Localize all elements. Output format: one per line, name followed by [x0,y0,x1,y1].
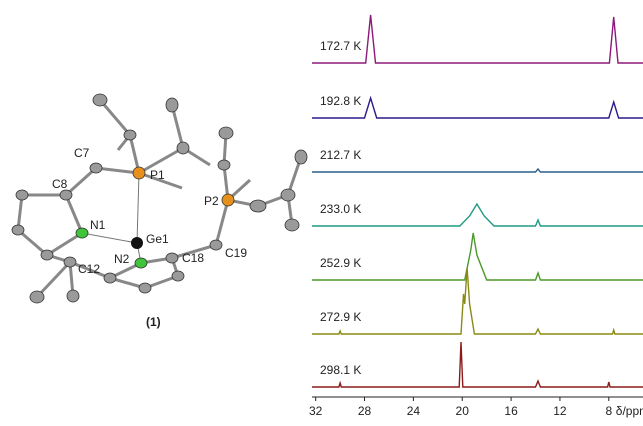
atom-label: C8 [52,177,68,191]
atom-label: P1 [150,168,165,182]
temperature-label: 172.7 K [320,39,361,53]
spectrum [312,98,643,118]
atom-label: Ge1 [146,232,169,246]
spectrum [312,233,643,280]
x-tick-label: 28 [358,404,372,418]
spectrum [312,342,643,387]
x-tick-label: 24 [407,404,421,418]
atom-label: P2 [204,194,219,208]
x-tick-label: 20 [456,404,470,418]
atom-label: C19 [225,246,247,260]
spectrum [312,15,643,63]
atom-label: C12 [78,262,100,276]
spectrum [312,204,643,226]
temperature-label: 233.0 K [320,202,361,216]
temperature-label: 298.1 K [320,363,361,377]
x-tick-label: 8 [605,404,612,418]
x-tick-label: 16 [504,404,518,418]
temperature-label: 192.8 K [320,94,361,108]
figure: C7 C8 P1 P2 N1 Ge1 N2 C18 C19 C12 (1) 32… [0,0,643,421]
atom-label: N2 [114,252,130,266]
compound-label: (1) [146,315,161,329]
spectrum [312,268,643,334]
atom-label: C18 [182,251,204,265]
molecule-drawing [12,94,307,303]
spectrum [312,169,643,172]
x-tick-label: 32 [309,404,323,418]
temperature-label: 252.9 K [320,256,361,270]
atom-label: N1 [90,218,106,232]
x-tick-label: 12 [553,404,567,418]
temperature-label: 212.7 K [320,148,361,162]
x-axis-label: δ/ppm [616,404,643,418]
temperature-label: 272.9 K [320,310,361,324]
atom-label: C7 [74,146,90,160]
